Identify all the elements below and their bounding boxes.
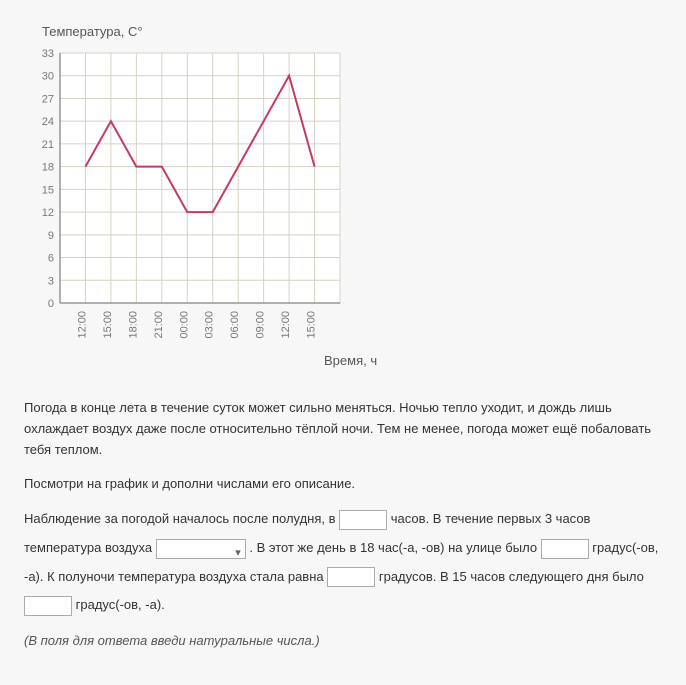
svg-text:09:00: 09:00 (255, 311, 267, 339)
direction-select[interactable] (156, 539, 246, 559)
svg-text:12:00: 12:00 (280, 311, 292, 339)
svg-text:15: 15 (42, 184, 54, 196)
svg-text:06:00: 06:00 (229, 311, 241, 339)
intro-paragraph: Погода в конце лета в течение суток може… (24, 398, 662, 460)
svg-text:9: 9 (48, 230, 54, 242)
svg-text:21:00: 21:00 (153, 311, 165, 339)
fill-text-5: градусов. В 15 часов следующего дня было (379, 569, 644, 584)
svg-text:15:00: 15:00 (306, 311, 318, 339)
temperature-chart-area: Температура, С° 0 3 6 9 12 15 18 21 24 27 30 33 12:0… (24, 24, 662, 368)
svg-text:33: 33 (42, 48, 54, 60)
svg-text:27: 27 (42, 93, 54, 105)
chart-y-axis-title: Температура, С° (42, 24, 662, 39)
fill-text-3: . В этот же день в 18 час(-а, -ов) на ул… (249, 540, 540, 555)
hint-note: (В поля для ответа введи натуральные чис… (24, 633, 662, 648)
svg-text:30: 30 (42, 71, 54, 83)
fill-text-6: градус(-ов, -а). (76, 597, 165, 612)
start-hour-input[interactable] (339, 510, 387, 530)
svg-text:12: 12 (42, 207, 54, 219)
svg-text:15:00: 15:00 (102, 311, 114, 339)
svg-text:12:00: 12:00 (76, 311, 88, 339)
svg-text:00:00: 00:00 (178, 311, 190, 339)
fill-in-paragraph: Наблюдение за погодой началось после пол… (24, 505, 662, 619)
temp-next15-input[interactable] (24, 596, 72, 616)
svg-text:18: 18 (42, 162, 54, 174)
instruction-text: Посмотри на график и дополни числами его… (24, 476, 662, 491)
svg-text:03:00: 03:00 (204, 311, 216, 339)
temperature-line-chart: 0 3 6 9 12 15 18 21 24 27 30 33 12:00 15:00 18:00 21:00… (24, 45, 348, 349)
svg-text:21: 21 (42, 139, 54, 151)
svg-text:6: 6 (48, 253, 54, 265)
svg-text:18:00: 18:00 (127, 311, 139, 339)
temp-18-input[interactable] (541, 539, 589, 559)
temp-midnight-input[interactable] (327, 567, 375, 587)
svg-text:3: 3 (48, 275, 54, 287)
svg-text:24: 24 (42, 116, 54, 128)
chart-x-axis-title: Время, ч (324, 353, 662, 368)
fill-text-1: Наблюдение за погодой началось после пол… (24, 511, 339, 526)
svg-text:0: 0 (48, 298, 54, 310)
